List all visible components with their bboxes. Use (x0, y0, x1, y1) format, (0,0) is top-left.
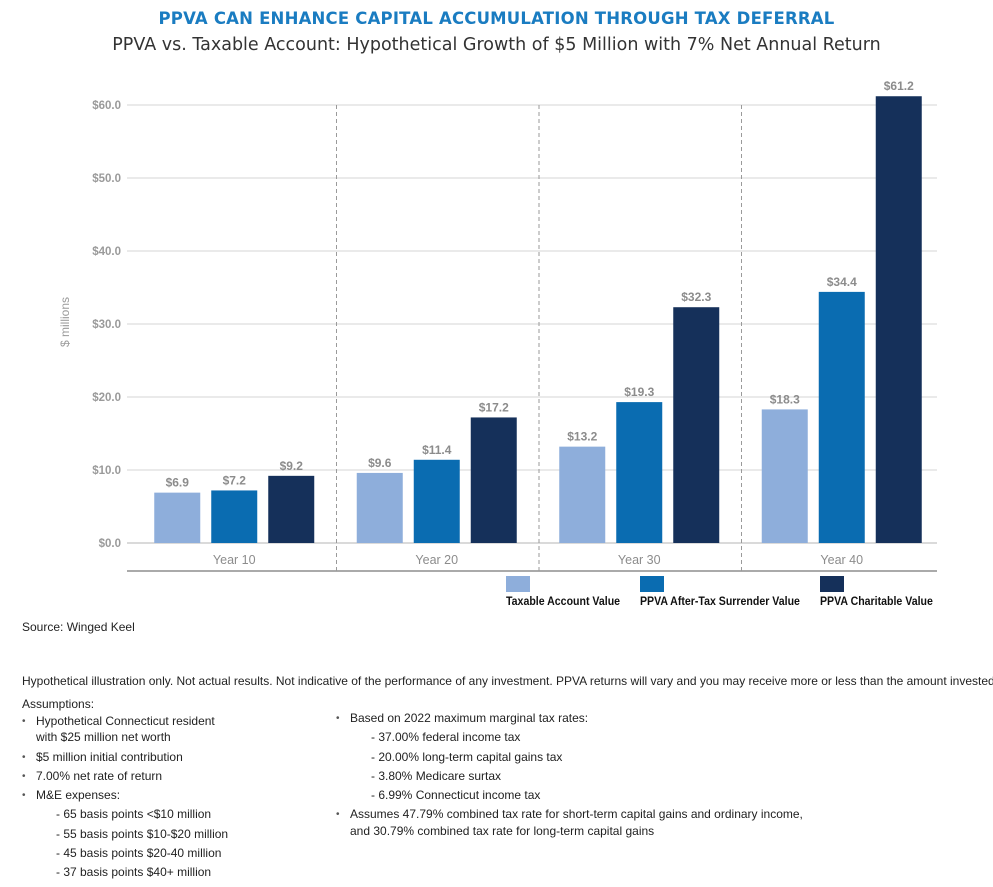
bar (818, 291, 865, 543)
bar (616, 402, 663, 543)
assumption-me: M&E expenses: (22, 786, 228, 806)
legend-label-surrender: PPVA After-Tax Surrender Value (640, 596, 800, 608)
legend-label-charitable: PPVA Charitable Value (820, 596, 933, 608)
data-label: $7.2 (223, 473, 247, 487)
me-item: - 37 basis points $40+ million (56, 865, 212, 880)
data-label: $9.2 (280, 459, 304, 473)
assumption-combined-cont: and 30.79% combined tax rate for long-te… (350, 823, 655, 838)
bar (413, 459, 460, 543)
data-label: $11.4 (422, 443, 452, 457)
assumption-resident: Hypothetical Connecticut resident (22, 712, 228, 732)
legend-swatch-taxable (506, 576, 530, 592)
me-item: - 45 basis points $20-40 million (56, 846, 222, 861)
y-tick-label: $50.0 (92, 173, 121, 185)
legend-label-taxable: Taxable Account Value (506, 596, 621, 608)
chart-subtitle: PPVA vs. Taxable Account: Hypothetical G… (112, 35, 881, 55)
tax-rate-item: - 37.00% federal income tax (371, 730, 521, 745)
x-tick-label: Year 40 (820, 553, 863, 567)
data-label: $61.2 (884, 79, 914, 93)
y-tick-label: $10.0 (92, 465, 121, 477)
y-tick-label: $60.0 (92, 100, 121, 112)
x-tick-label: Year 10 (213, 553, 256, 567)
legend-swatch-surrender (640, 576, 664, 592)
assumption-resident-cont: with $25 million net worth (36, 730, 171, 745)
data-label: $13.2 (567, 430, 597, 444)
x-tick-label: Year 30 (618, 553, 661, 567)
bar (154, 492, 201, 543)
y-tick-label: $0.0 (99, 538, 121, 550)
data-label: $18.3 (770, 392, 800, 406)
chart-title: PPVA CAN ENHANCE CAPITAL ACCUMULATION TH… (158, 9, 835, 28)
bar (559, 446, 606, 543)
x-tick-label: Year 20 (415, 553, 458, 567)
assumption-based: Based on 2022 maximum marginal tax rates… (336, 709, 803, 729)
assumption-combined: Assumes 47.79% combined tax rate for sho… (336, 805, 803, 825)
data-label: $6.9 (166, 476, 190, 490)
me-item: - 55 basis points $10-$20 million (56, 826, 229, 841)
assumption-initial: $5 million initial contribution (22, 748, 228, 768)
tax-rate-item: - 6.99% Connecticut income tax (371, 788, 541, 803)
bar (761, 409, 808, 543)
assumption-rate: 7.00% net rate of return (22, 767, 228, 787)
bar (268, 475, 315, 543)
y-tick-label: $40.0 (92, 246, 121, 258)
y-tick-label: $30.0 (92, 319, 121, 331)
disclaimer: Hypothetical illustration only. Not actu… (22, 674, 993, 688)
data-label: $32.3 (681, 290, 711, 304)
bar (356, 472, 403, 543)
bar (211, 490, 258, 543)
legend-swatch-charitable (820, 576, 844, 592)
y-tick-label: $20.0 (92, 392, 121, 404)
bar (673, 307, 720, 543)
data-label: $9.6 (368, 456, 392, 470)
assumptions-left: Hypothetical Connecticut resident with $… (22, 712, 228, 883)
tax-rate-item: - 20.00% long-term capital gains tax (371, 749, 563, 764)
source-note: Source: Winged Keel (22, 620, 135, 634)
bar (470, 417, 517, 543)
data-label: $19.3 (624, 385, 654, 399)
bar (875, 96, 922, 544)
data-label: $17.2 (479, 400, 509, 414)
assumptions-title: Assumptions: (22, 697, 95, 711)
tax-rate-item: - 3.80% Medicare surtax (371, 768, 502, 783)
bar-chart: $0.0 $10.0 $20.0 $30.0 $40.0 $50.0 $60.0 $ mill… (58, 79, 937, 572)
data-label: $34.4 (827, 275, 857, 289)
me-item: - 65 basis points <$10 million (56, 807, 212, 822)
y-axis-label: $ millions (58, 297, 72, 347)
assumptions-right: Based on 2022 maximum marginal tax rates… (336, 709, 803, 841)
